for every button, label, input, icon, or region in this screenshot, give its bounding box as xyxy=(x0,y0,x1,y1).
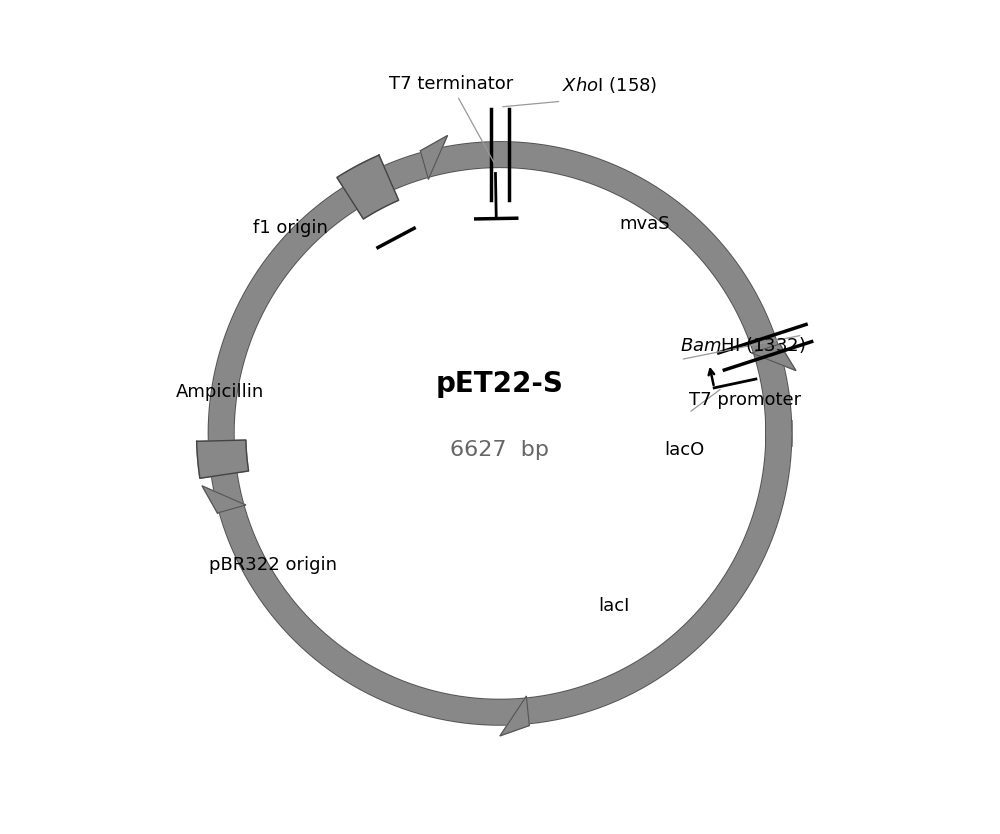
Polygon shape xyxy=(420,136,447,179)
Text: $\it{Xho}$I (158): $\it{Xho}$I (158) xyxy=(562,75,657,95)
Text: pET22-S: pET22-S xyxy=(436,370,564,398)
Text: mvaS: mvaS xyxy=(619,215,670,234)
Text: Ampicillin: Ampicillin xyxy=(176,384,264,401)
Polygon shape xyxy=(752,344,796,370)
Polygon shape xyxy=(500,696,529,736)
Text: T7 promoter: T7 promoter xyxy=(689,391,801,409)
Text: lacI: lacI xyxy=(598,596,630,615)
Text: lacO: lacO xyxy=(664,441,704,459)
Text: $\it{Bam}$HI (1332): $\it{Bam}$HI (1332) xyxy=(680,334,806,354)
Text: f1 origin: f1 origin xyxy=(253,219,328,238)
Text: pBR322 origin: pBR322 origin xyxy=(209,555,337,574)
Polygon shape xyxy=(197,440,249,478)
Polygon shape xyxy=(337,155,399,219)
Polygon shape xyxy=(202,486,246,513)
Text: T7 terminator: T7 terminator xyxy=(389,75,513,163)
Text: 6627  bp: 6627 bp xyxy=(450,440,550,460)
